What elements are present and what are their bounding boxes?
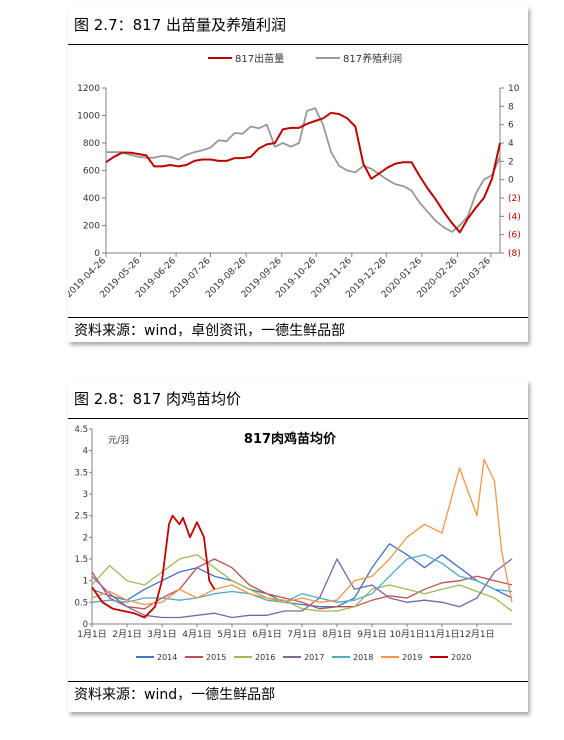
y-tick-label: 0 (83, 620, 88, 630)
left-tick-label: 800 (83, 139, 100, 149)
chart-817-chick-price: 0 0.5 1 1.5 2 2.5 3 3.5 4 4.5 1月1日 2月1日 3月1日 4月1日 5月1日… (74, 425, 513, 662)
series-line-2017 (91, 558, 513, 619)
x-tick-label: 3月1日 (147, 629, 176, 640)
right-tick-label: (2) (508, 194, 521, 204)
right-tick-label: 0 (508, 176, 514, 186)
left-tick-label: 0 (94, 249, 100, 259)
right-tick-label: 10 (508, 84, 520, 94)
legend-label: 817养殖利润 (343, 52, 402, 65)
figure-1-caption: 图 2.7：817 出苗量及养殖利润 (74, 16, 287, 34)
series-line-2020 (91, 514, 216, 619)
figure-1-bottom-rule (68, 317, 528, 318)
legend-label: 2014 (157, 653, 177, 662)
left-tick-label: 1000 (77, 112, 100, 122)
figure-1-source: 资料来源：wind，卓创资讯，一德生鲜品部 (74, 323, 346, 339)
figure-1-top-rule (68, 44, 528, 45)
y-axis-unit: 元/羽 (108, 435, 129, 446)
y-tick-label: 2 (83, 533, 88, 543)
series-line-2018 (91, 554, 513, 603)
x-tick-label: 10月1日 (389, 629, 424, 640)
x-tick-label: 11月1日 (424, 629, 459, 640)
y-tick-label: 1.5 (74, 555, 88, 565)
left-tick-label: 600 (83, 167, 100, 177)
left-tick-label: 400 (83, 194, 100, 204)
figure-2-source: 资料来源：wind，一德生鲜品部 (74, 687, 276, 703)
right-tick-label: 2 (508, 157, 514, 167)
legend-label: 2020 (451, 653, 471, 662)
y-tick-label: 3 (83, 490, 88, 500)
x-tick-label: 2月1日 (112, 629, 141, 640)
y-tick-label: 2.5 (74, 512, 88, 522)
y-tick-label: 1 (83, 577, 88, 587)
legend-label: 2015 (206, 653, 226, 662)
figure-2-caption: 图 2.8：817 肉鸡苗均价 (74, 390, 242, 408)
right-tick-label: 8 (508, 102, 514, 112)
chart-817-output-profit: 0 200 400 600 800 1000 1200 10 8 6 4 2 0 (2) (4) (6) (8)… (68, 52, 521, 300)
x-tick-label: 9月1日 (357, 629, 386, 640)
right-tick-label: (4) (508, 212, 521, 222)
y-tick-label: 4.5 (74, 425, 88, 435)
right-tick-label: (8) (508, 249, 521, 259)
x-tick-label: 12月1日 (459, 629, 494, 640)
series-line-2016 (91, 554, 513, 612)
chart-title: 817肉鸡苗均价 (244, 431, 337, 447)
legend-label: 817出苗量 (235, 52, 284, 65)
x-tick-label: 7月1日 (287, 629, 316, 640)
x-tick-label: 8月1日 (322, 629, 351, 640)
x-tick-label: 6月1日 (252, 629, 281, 640)
series-line-2019 (91, 458, 513, 606)
right-tick-label: 6 (508, 121, 514, 131)
series-line-output (105, 111, 501, 234)
x-tick-label: 1月1日 (77, 629, 106, 640)
series-line-2014 (91, 543, 513, 608)
figure-2-top-rule (68, 418, 528, 419)
x-tick-label: 5月1日 (217, 629, 246, 640)
left-tick-label: 1200 (77, 84, 100, 94)
legend-label: 2016 (255, 653, 275, 662)
right-tick-label: (6) (508, 231, 521, 241)
right-tick-label: 4 (508, 139, 514, 149)
y-tick-label: 0.5 (74, 598, 88, 608)
left-tick-label: 200 (83, 222, 100, 232)
x-tick-label: 4月1日 (182, 629, 211, 640)
y-tick-label: 3.5 (74, 468, 88, 478)
figure-panel-2: 图 2.8：817 肉鸡苗均价 0 0.5 1 1.5 2 2.5 3 3.5 4 4.5 1月1日… (68, 380, 528, 712)
y-tick-label: 4 (83, 447, 88, 457)
figure-panel-1: 图 2.7：817 出苗量及养殖利润 0 200 400 600 800 1000 1200… (68, 6, 528, 342)
figure-2-bottom-rule (68, 681, 528, 682)
legend-label: 2017 (304, 653, 324, 662)
legend-label: 2018 (353, 653, 373, 662)
legend-label: 2019 (402, 653, 422, 662)
